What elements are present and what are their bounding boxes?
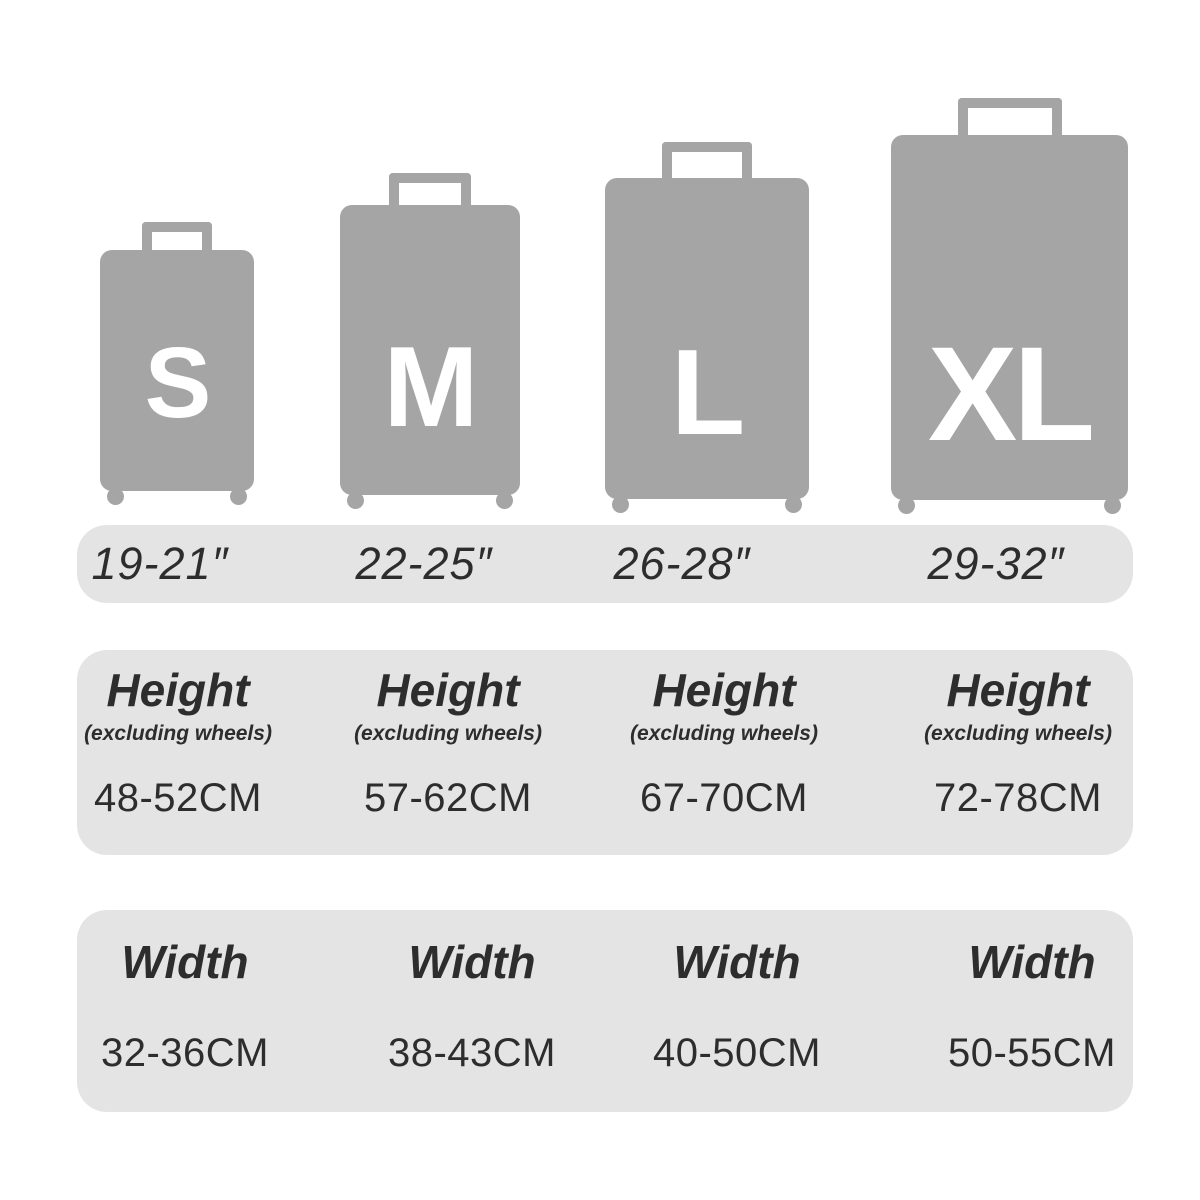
suitcase-xl-icon: XL [891,98,1128,514]
inch-range-m: 22-25″ [355,538,493,589]
inch-range-band: 19-21″ 22-25″ 26-28″ 29-32″ [77,525,1133,603]
width-label: Width [673,936,801,988]
width-cell-s: Width 32-36CM [101,936,269,1073]
wheel-icon [1104,497,1121,514]
height-label: Height [652,664,796,716]
width-cell-m: Width 38-43CM [388,936,556,1073]
width-band: Width 32-36CM Width 38-43CM Width 40-50C… [77,910,1133,1112]
width-value-l: 40-50CM [652,1030,822,1075]
height-label: Height [946,664,1090,716]
wheel-icon [785,496,802,513]
height-value-xl: 72-78CM [933,776,1102,821]
width-label: Width [968,936,1096,988]
width-label: Width [408,936,536,988]
wheel-icon [107,488,124,505]
suitcase-handle-icon [957,98,1062,135]
height-value-m: 57-62CM [363,776,532,821]
width-label: Width [121,936,249,988]
width-value-m: 38-43CM [387,1030,557,1075]
suitcase-m-icon: M [340,173,520,509]
size-letter-s: S [144,327,212,439]
wheel-icon [612,496,629,513]
height-note: (excluding wheels) [354,721,542,745]
height-note: (excluding wheels) [924,721,1112,745]
height-label: Height [376,664,520,716]
height-label: Height [106,664,250,716]
width-value-s: 32-36CM [100,1030,270,1075]
size-letter-xl: XL [927,320,1095,469]
height-band: Height (excluding wheels) 48-52CM Height… [77,650,1133,855]
suitcase-handle-icon [662,142,752,178]
height-value-l: 67-70CM [639,776,808,821]
size-letter-l: L [670,324,746,460]
size-letter-m: M [383,324,479,451]
suitcase-body: XL [891,135,1128,514]
suitcase-body: S [100,250,254,505]
wheel-icon [496,492,513,509]
suitcase-handle-icon [389,173,471,205]
width-value-xl: 50-55CM [947,1030,1117,1075]
suitcase-body: L [605,178,809,513]
height-cell-l: Height (excluding wheels) 67-70CM [630,664,818,818]
wheel-icon [898,497,915,514]
height-cell-xl: Height (excluding wheels) 72-78CM [924,664,1112,818]
width-cell-l: Width 40-50CM [653,936,821,1073]
width-cell-xl: Width 50-55CM [948,936,1116,1073]
inch-range-xl: 29-32″ [927,538,1065,589]
height-cell-s: Height (excluding wheels) 48-52CM [84,664,272,818]
inch-range-s: 19-21″ [91,538,229,589]
height-note: (excluding wheels) [84,721,272,745]
suitcase-s-icon: S [100,222,254,505]
height-value-s: 48-52CM [93,776,262,821]
height-note: (excluding wheels) [630,721,818,745]
inch-range-l: 26-28″ [613,538,751,589]
height-cell-m: Height (excluding wheels) 57-62CM [354,664,542,818]
suitcase-body: M [340,205,520,509]
wheel-icon [347,492,364,509]
wheel-icon [230,488,247,505]
suitcase-l-icon: L [605,142,809,513]
suitcase-handle-icon [142,222,212,250]
